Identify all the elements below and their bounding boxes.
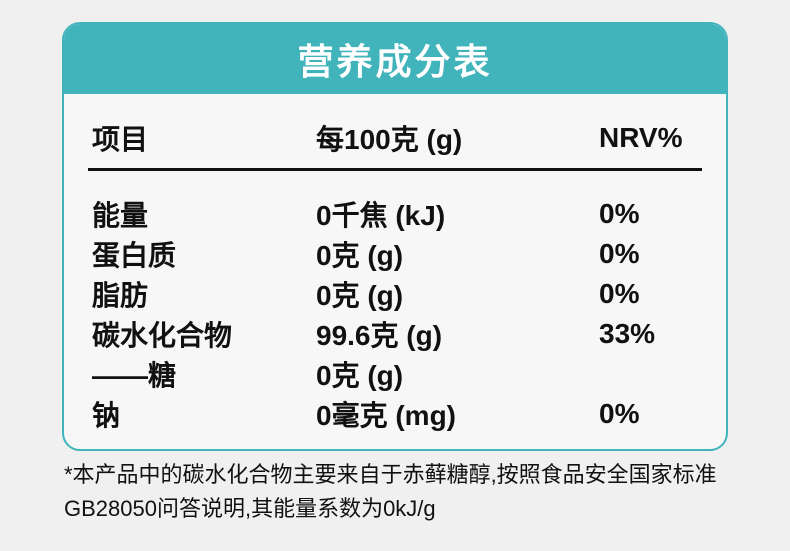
nutrition-card: 营养成分表 项目 每100克 (g) NRV% 能量 0千焦 (kJ) 0% 蛋… (62, 22, 728, 451)
row-per100g-value: 0千焦 (kJ) (316, 200, 446, 231)
header-divider (88, 168, 702, 171)
row-nrv-value: 33% (599, 318, 656, 349)
column-header-per100g: 每100克 (g) (316, 124, 463, 155)
row-item-label: 能量 (92, 200, 149, 231)
table-row: 能量 0千焦 (kJ) 0% (88, 194, 702, 234)
footnote: *本产品中的碳水化合物主要来自于赤藓糖醇,按照食品安全国家标准GB28050问答… (64, 462, 717, 521)
row-per100g-value: 0克 (g) (316, 360, 404, 391)
table-body: 能量 0千焦 (kJ) 0% 蛋白质 0克 (g) 0% 脂肪 0克 (g) 0… (88, 171, 702, 434)
column-header-nrv: NRV% (599, 122, 683, 153)
row-nrv-value: 0% (599, 198, 640, 229)
row-per100g-value: 0毫克 (mg) (316, 400, 457, 431)
row-nrv-value: 0% (599, 278, 640, 309)
nutrition-table: 项目 每100克 (g) NRV% 能量 0千焦 (kJ) 0% 蛋白质 0克 … (64, 118, 726, 434)
table-row: 碳水化合物 99.6克 (g) 33% (88, 314, 702, 354)
card-header: 营养成分表 (64, 24, 726, 94)
card-title: 营养成分表 (297, 41, 493, 82)
row-per100g-value: 99.6克 (g) (316, 320, 443, 351)
table-header-row: 项目 每100克 (g) NRV% (88, 118, 702, 158)
table-row: 脂肪 0克 (g) 0% (88, 274, 702, 314)
row-item-label: 脂肪 (92, 280, 149, 311)
row-nrv-value: 0% (599, 398, 640, 429)
row-nrv-value: 0% (599, 238, 640, 269)
row-item-label: 钠 (92, 400, 121, 431)
row-item-label: ——糖 (92, 360, 177, 391)
table-row: ——糖 0克 (g) (88, 354, 702, 394)
row-per100g-value: 0克 (g) (316, 240, 404, 271)
column-header-item: 项目 (92, 124, 149, 155)
row-item-label: 碳水化合物 (92, 320, 233, 351)
row-per100g-value: 0克 (g) (316, 280, 404, 311)
table-row: 钠 0毫克 (mg) 0% (88, 394, 702, 434)
table-row: 蛋白质 0克 (g) 0% (88, 234, 702, 274)
row-item-label: 蛋白质 (92, 240, 177, 271)
